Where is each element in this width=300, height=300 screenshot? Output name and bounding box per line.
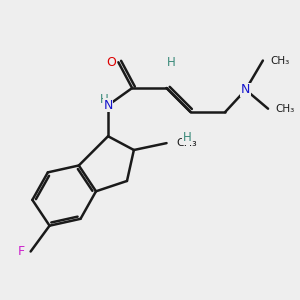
Text: CH₃: CH₃ [276,104,295,114]
Text: H: H [183,131,192,145]
Text: CH₃: CH₃ [271,56,290,65]
Text: F: F [17,245,24,258]
Text: O: O [106,56,116,69]
Text: N: N [103,99,113,112]
Text: H: H [167,56,176,69]
Text: H: H [100,93,108,106]
Text: CH₃: CH₃ [176,138,197,148]
Text: N: N [241,83,250,96]
